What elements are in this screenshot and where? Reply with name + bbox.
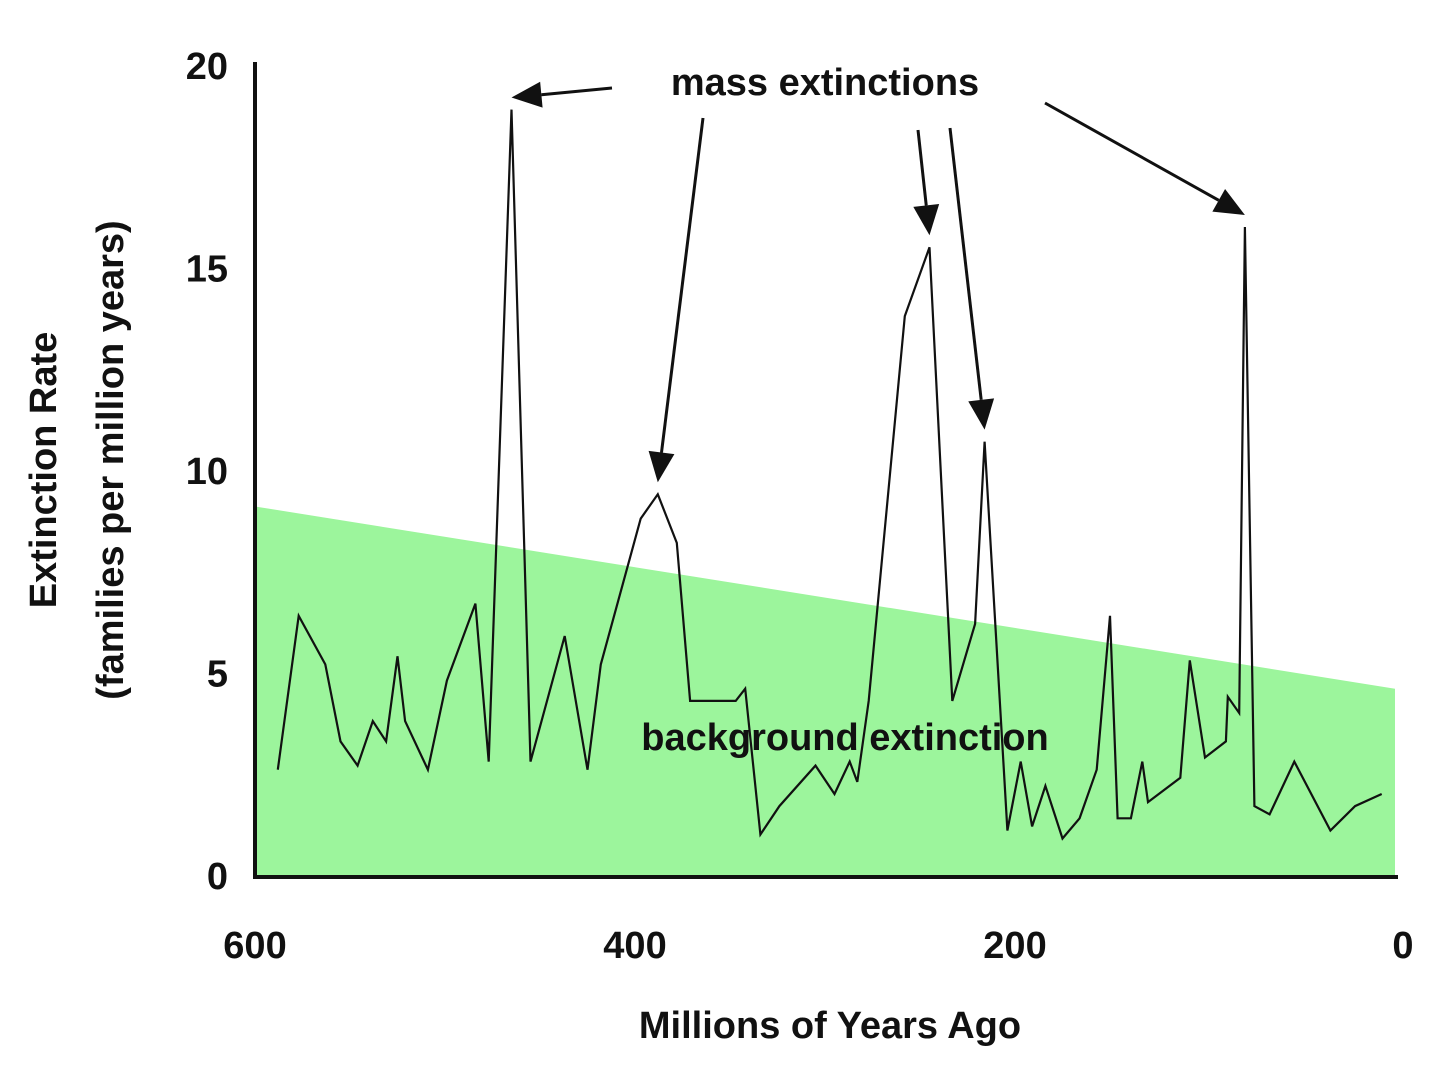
extinction-rate-line [276,109,1383,841]
annotation-arrow-shaft [916,129,928,206]
annotation-arrow-head [1212,188,1245,215]
axes [253,62,1398,879]
mass-extinctions-label: mass extinctions [671,62,979,104]
annotation-arrow-shaft [660,117,705,453]
background-extinction-band [255,506,1395,875]
annotation-arrow-head [913,204,940,236]
annotation-arrow-shaft [541,86,613,97]
annotation-arrow-head [968,398,995,430]
y-tick-label: 10 [186,451,228,493]
y-axis-label: Extinction Rate [23,332,65,609]
y-tick-label: 0 [207,856,228,898]
x-tick-label: 0 [1392,925,1413,967]
x-tick-label: 400 [603,925,666,967]
annotation-arrow-shaft [948,127,983,401]
background-extinction-label: background extinction [641,717,1048,759]
x-tick-label: 200 [983,925,1046,967]
annotation-arrow-shaft [1044,101,1220,202]
y-tick-label: 5 [207,654,228,696]
y-tick-label: 20 [186,46,228,88]
y-axis-label-units: (families per million years) [90,220,132,699]
y-tick-label: 15 [186,249,228,291]
annotation-arrow-head [511,81,543,108]
x-axis-label: Millions of Years Ago [639,1005,1021,1047]
annotation-arrow-head [648,450,675,483]
x-tick-label: 600 [223,925,286,967]
